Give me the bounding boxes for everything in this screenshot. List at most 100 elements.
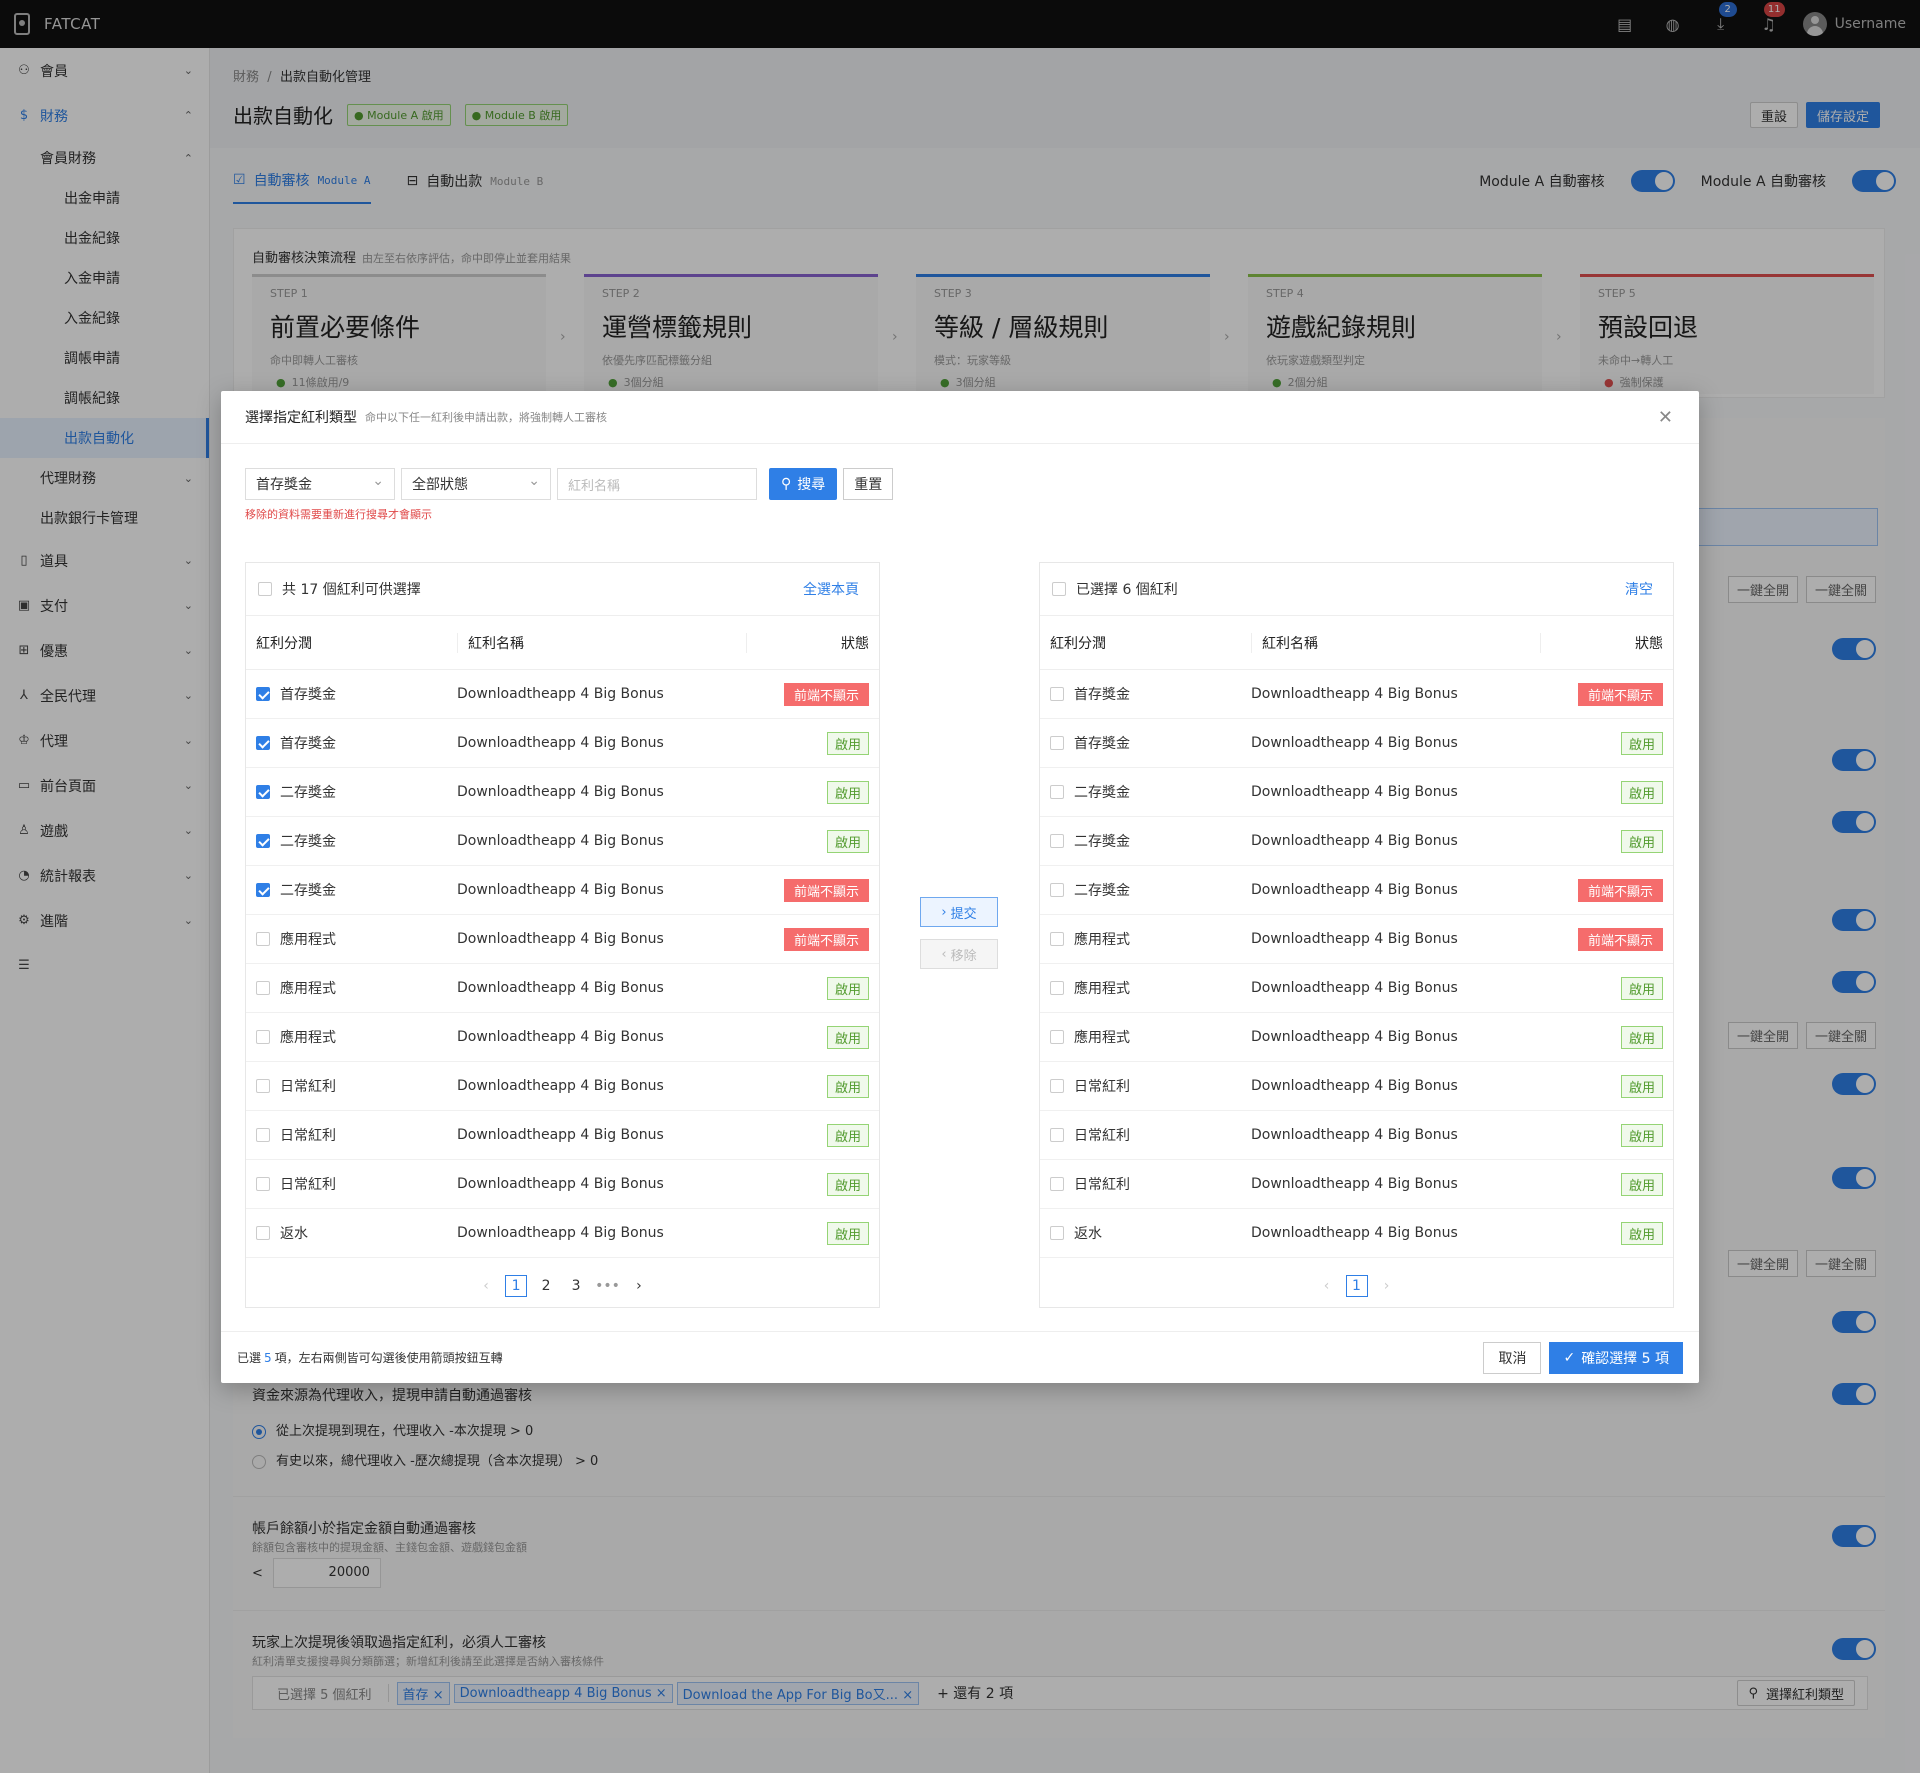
- page-item[interactable]: 1: [505, 1275, 528, 1297]
- prev-page-icon[interactable]: ‹: [483, 1278, 489, 1294]
- row-checkbox[interactable]: [256, 1030, 270, 1044]
- sidebar-item-adjust-apply[interactable]: 調帳申請: [0, 338, 209, 378]
- save-settings-button[interactable]: 儲存設定: [1805, 102, 1880, 128]
- disable-all-button[interactable]: 一鍵全關: [1805, 1022, 1876, 1049]
- rule-toggle[interactable]: [1832, 1525, 1876, 1547]
- breadcrumb-parent[interactable]: 財務: [233, 70, 260, 85]
- row-checkbox[interactable]: [256, 736, 270, 750]
- rule-toggle[interactable]: [1832, 1383, 1876, 1405]
- row-checkbox[interactable]: [256, 834, 270, 848]
- radio-option-2[interactable]: 有史以來，總代理收入 -歷次總提現（含本次提現） > 0: [252, 1450, 598, 1469]
- remove-transfer-button[interactable]: ‹ 移除: [920, 939, 998, 969]
- table-row[interactable]: 日常紅利 Downloadtheapp 4 Big Bonus 啟用: [1040, 1062, 1673, 1111]
- globe-icon[interactable]: ◍: [1665, 14, 1680, 34]
- close-icon[interactable]: ×: [655, 1685, 667, 1701]
- clear-link[interactable]: 清空: [1625, 582, 1653, 598]
- sidebar-item-bank-card[interactable]: 出款銀行卡管理: [0, 498, 209, 538]
- download-icon[interactable]: ⤓ 2: [1697, 0, 1745, 48]
- row-checkbox[interactable]: [256, 785, 270, 799]
- module-a-toggle[interactable]: [1630, 170, 1675, 192]
- bonus-chip[interactable]: Downloadtheapp 4 Big Bonus ×: [453, 1683, 673, 1703]
- radio-option-1[interactable]: 從上次提現到現在，代理收入 -本次提現 > 0: [252, 1420, 533, 1439]
- row-checkbox[interactable]: [1050, 785, 1064, 799]
- table-row[interactable]: 二存獎金 Downloadtheapp 4 Big Bonus 啟用: [246, 768, 879, 817]
- rule-toggle[interactable]: [1832, 1311, 1876, 1333]
- table-row[interactable]: 首存獎金 Downloadtheapp 4 Big Bonus 啟用: [246, 719, 879, 768]
- row-checkbox[interactable]: [1050, 687, 1064, 701]
- store-icon[interactable]: ▤: [1617, 14, 1633, 34]
- tab-auto-payout[interactable]: ⊟ 自動出款 Module B: [407, 170, 544, 204]
- row-checkbox[interactable]: [1050, 1079, 1064, 1093]
- table-row[interactable]: 首存獎金 Downloadtheapp 4 Big Bonus 啟用: [1040, 719, 1673, 768]
- next-page-icon[interactable]: ›: [636, 1278, 642, 1294]
- row-checkbox[interactable]: [1050, 1177, 1064, 1191]
- table-row[interactable]: 首存獎金 Downloadtheapp 4 Big Bonus 前端不顯示: [246, 670, 879, 719]
- page-item[interactable]: 2: [541, 1278, 551, 1294]
- bonus-chip[interactable]: 首存 ×: [396, 1681, 450, 1705]
- category-select[interactable]: 首存獎金: [245, 468, 395, 500]
- balance-amount-input[interactable]: 20000: [272, 1558, 381, 1588]
- table-row[interactable]: 二存獎金 Downloadtheapp 4 Big Bonus 啟用: [1040, 768, 1673, 817]
- row-checkbox[interactable]: [1050, 1226, 1064, 1240]
- sidebar-item-games[interactable]: ♙ 遊戲 ⌄: [0, 808, 209, 853]
- table-row[interactable]: 應用程式 Downloadtheapp 4 Big Bonus 啟用: [1040, 964, 1673, 1013]
- row-checkbox[interactable]: [1050, 981, 1064, 995]
- row-checkbox[interactable]: [1050, 834, 1064, 848]
- bonus-name-input[interactable]: 紅利名稱: [557, 468, 757, 500]
- radio-button[interactable]: [252, 1424, 266, 1439]
- sidebar-item-payment[interactable]: ▣ 支付 ⌄: [0, 583, 209, 628]
- enable-all-button[interactable]: 一鍵全開: [1727, 1250, 1798, 1277]
- close-icon[interactable]: ×: [902, 1687, 914, 1703]
- table-row[interactable]: 應用程式 Downloadtheapp 4 Big Bonus 啟用: [246, 1013, 879, 1062]
- table-row[interactable]: 二存獎金 Downloadtheapp 4 Big Bonus 前端不顯示: [1040, 866, 1673, 915]
- bonus-chip[interactable]: Download the App For Big Bo又... ×: [676, 1681, 920, 1705]
- cancel-button[interactable]: 取消: [1483, 1342, 1542, 1374]
- sidebar-item-reports[interactable]: ◔ 統計報表 ⌄: [0, 853, 209, 898]
- row-checkbox[interactable]: [256, 1177, 270, 1191]
- next-page-icon[interactable]: ›: [1383, 1278, 1390, 1294]
- page-item[interactable]: 1: [1345, 1275, 1368, 1297]
- row-checkbox[interactable]: [256, 1226, 270, 1240]
- rule-toggle[interactable]: [1832, 971, 1876, 993]
- disable-all-button[interactable]: 一鍵全關: [1805, 1250, 1876, 1277]
- sidebar-item-adjust-record[interactable]: 調帳紀錄: [0, 378, 209, 418]
- more-chips[interactable]: + 還有 2 項: [937, 1686, 1014, 1702]
- sidebar-item-deposit-record[interactable]: 入金紀錄: [0, 298, 209, 338]
- sidebar-item-agent[interactable]: ♔ 代理 ⌄: [0, 718, 209, 763]
- sidebar-collapse-toggle[interactable]: ☰: [0, 943, 209, 988]
- row-checkbox[interactable]: [1050, 1030, 1064, 1044]
- rule-toggle[interactable]: [1832, 749, 1876, 771]
- table-row[interactable]: 返水 Downloadtheapp 4 Big Bonus 啟用: [246, 1209, 879, 1258]
- table-row[interactable]: 日常紅利 Downloadtheapp 4 Big Bonus 啟用: [246, 1160, 879, 1209]
- rule-toggle[interactable]: [1832, 1167, 1876, 1189]
- table-row[interactable]: 二存獎金 Downloadtheapp 4 Big Bonus 前端不顯示: [246, 866, 879, 915]
- submit-transfer-button[interactable]: › 提交: [920, 897, 998, 927]
- select-page-link[interactable]: 全選本頁: [803, 582, 859, 598]
- rule-toggle[interactable]: [1832, 1638, 1876, 1660]
- row-checkbox[interactable]: [1050, 932, 1064, 946]
- table-row[interactable]: 應用程式 Downloadtheapp 4 Big Bonus 啟用: [246, 964, 879, 1013]
- logo[interactable]: FATCAT: [14, 13, 100, 35]
- sidebar-item-all-agent[interactable]: ⅄ 全民代理 ⌄: [0, 673, 209, 718]
- sidebar-item-frontend[interactable]: ▭ 前台頁面 ⌄: [0, 763, 209, 808]
- table-row[interactable]: 日常紅利 Downloadtheapp 4 Big Bonus 啟用: [246, 1111, 879, 1160]
- avatar[interactable]: [1802, 12, 1827, 36]
- table-row[interactable]: 返水 Downloadtheapp 4 Big Bonus 啟用: [1040, 1209, 1673, 1258]
- page-ellipsis[interactable]: •••: [595, 1278, 620, 1294]
- tab-auto-review[interactable]: ☑ 自動審核 Module A: [233, 170, 371, 204]
- table-row[interactable]: 日常紅利 Downloadtheapp 4 Big Bonus 啟用: [246, 1062, 879, 1111]
- row-checkbox[interactable]: [1050, 883, 1064, 897]
- sidebar-item-deposit-apply[interactable]: 入金申請: [0, 258, 209, 298]
- table-row[interactable]: 日常紅利 Downloadtheapp 4 Big Bonus 啟用: [1040, 1160, 1673, 1209]
- bell-icon[interactable]: ♫ 11: [1745, 0, 1793, 48]
- sidebar-item-withdraw-record[interactable]: 出金紀錄: [0, 218, 209, 258]
- rule-toggle[interactable]: [1832, 909, 1876, 931]
- confirm-button[interactable]: ✓ 確認選擇 5 項: [1549, 1342, 1683, 1374]
- reset-filter-button[interactable]: 重置: [843, 468, 894, 500]
- table-row[interactable]: 應用程式 Downloadtheapp 4 Big Bonus 前端不顯示: [1040, 915, 1673, 964]
- enable-all-button[interactable]: 一鍵全開: [1727, 1022, 1798, 1049]
